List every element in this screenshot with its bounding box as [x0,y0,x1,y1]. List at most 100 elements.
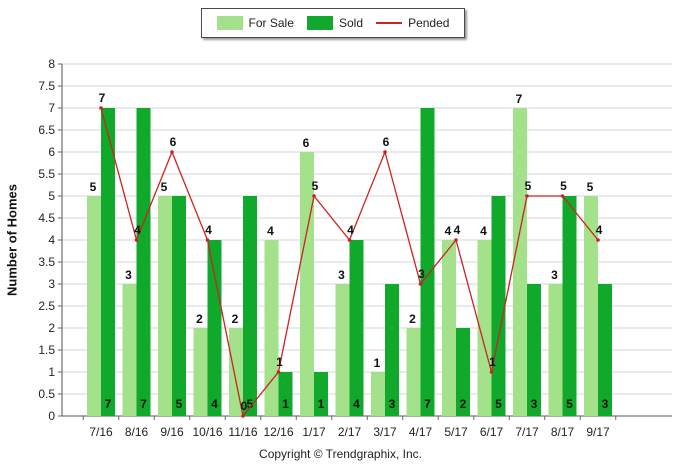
data-label-sold: 1 [282,397,289,411]
y-tick-label: 6.5 [38,123,55,137]
legend-swatch-sold [306,16,333,30]
bar-sold [420,108,435,416]
data-label-for-sale: 1 [374,356,381,370]
x-tick-label: 1/17 [302,425,326,439]
data-label-pended: 5 [312,179,319,193]
data-label-pended: 1 [489,355,496,369]
y-tick-label: 5 [48,189,55,203]
bar-for-sale [158,196,172,416]
y-tick-label: 4 [48,233,55,247]
bar-sold [243,196,257,416]
data-label-pended: 6 [383,135,390,149]
data-label-sold: 4 [211,397,218,411]
bar-sold [349,240,364,416]
bar-for-sale [122,284,137,416]
bar-for-sale [193,328,208,416]
bar-sold [527,284,541,416]
bar-for-sale [264,240,279,416]
point-pended [99,106,103,110]
x-tick-label: 3/17 [373,425,397,439]
data-label-pended: 4 [454,223,461,237]
x-tick-label: 9/17 [586,425,610,439]
point-pended [454,238,458,242]
data-label-pended: 6 [170,135,177,149]
x-tick-label: 6/17 [480,425,504,439]
point-pended [489,370,494,374]
data-label-for-sale: 3 [125,268,132,282]
legend-item-for-sale: For Sale [216,16,294,30]
bar-for-sale [229,328,243,416]
data-label-sold: 5 [566,397,573,411]
data-label-sold: 7 [105,397,112,411]
data-label-for-sale: 7 [516,92,523,106]
data-label-pended: 0 [241,399,248,413]
y-tick-label: 0.5 [38,387,55,401]
bar-sold [314,372,328,416]
point-pended [205,238,210,242]
bar-for-sale [300,152,314,416]
y-tick-label: 1 [48,365,55,379]
x-tick-label: 7/16 [89,425,113,439]
point-pended [170,150,174,154]
point-pended [418,282,423,286]
data-label-for-sale: 5 [161,180,168,194]
data-label-pended: 3 [418,267,425,281]
y-tick-label: 2 [48,321,55,335]
bar-for-sale [335,284,350,416]
y-tick-label: 7 [48,101,55,115]
data-label-for-sale: 4 [480,224,487,238]
y-tick-label: 2.5 [38,299,55,313]
data-label-for-sale: 4 [445,224,452,238]
data-label-sold: 7 [140,397,147,411]
data-label-pended: 4 [134,223,141,237]
data-label-for-sale: 3 [551,268,558,282]
x-tick-label: 12/16 [263,425,293,439]
data-label-sold: 1 [318,397,325,411]
x-tick-label: 2/17 [338,425,362,439]
data-label-for-sale: 4 [267,224,274,238]
data-label-pended: 4 [596,223,603,237]
point-pended [596,238,600,242]
y-tick-label: 1.5 [38,343,55,357]
bar-sold [598,284,612,416]
x-tick-label: 4/17 [409,425,433,439]
y-tick-label: 3 [48,277,55,291]
bar-sold [101,108,115,416]
data-label-for-sale: 2 [196,312,203,326]
bar-for-sale [584,196,598,416]
point-pended [312,194,316,198]
point-pended [347,238,352,242]
data-label-pended: 7 [99,91,106,105]
bar-for-sale [371,372,385,416]
x-tick-label: 11/16 [228,425,257,439]
bar-sold [278,372,293,416]
point-pended [134,238,139,242]
data-label-sold: 5 [176,397,183,411]
x-tick-label: 10/16 [192,425,222,439]
data-label-pended: 5 [525,179,532,193]
legend-swatch-pended [376,22,403,24]
copyright-footer: Copyright © Trendgraphix, Inc. [259,447,422,461]
x-tick-label: 7/17 [515,425,539,439]
data-label-for-sale: 5 [587,180,594,194]
legend-label-for-sale: For Sale [248,16,294,30]
x-tick-label: 8/17 [551,425,575,439]
data-label-for-sale: 3 [338,268,345,282]
bar-sold [562,196,577,416]
y-tick-label: 3.5 [38,255,55,269]
point-pended [525,194,529,198]
data-label-pended: 5 [560,179,567,193]
bar-for-sale [406,328,421,416]
data-label-pended: 4 [205,223,212,237]
data-label-sold: 3 [389,397,396,411]
chart-legend: For Sale Sold Pended [201,8,465,38]
legend-item-pended: Pended [376,16,449,30]
point-pended [383,150,387,154]
point-pended [241,414,245,418]
y-tick-label: 4.5 [38,211,55,225]
bar-sold [207,240,222,416]
data-label-sold: 2 [460,397,467,411]
data-label-pended: 4 [347,223,354,237]
y-tick-label: 8 [48,57,55,71]
